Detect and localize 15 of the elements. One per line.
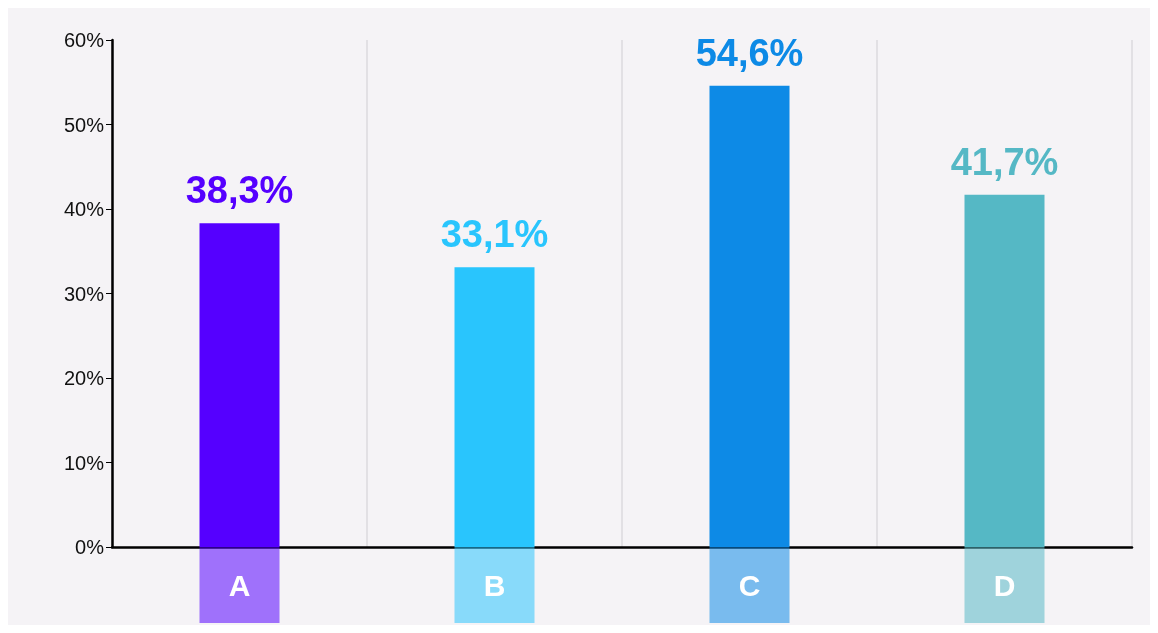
data-label: 38,3% [185,169,294,212]
y-tick-label: 0% [75,536,105,558]
y-tick-label: 10% [63,451,105,474]
y-tick-label: 50% [63,113,105,136]
data-label: 33,1% [440,213,549,256]
x-tick-label: B [483,568,506,602]
y-tick-label: 30% [63,282,105,305]
x-tick-label: D [993,568,1016,602]
data-label: 41,7% [950,140,1059,183]
y-tick-label: 20% [63,367,105,389]
x-tick-label: C [738,568,761,602]
y-tick-label: 40% [63,198,105,220]
data-label: 54,6% [695,31,804,74]
y-tick-label: 60% [63,29,105,51]
x-tick-label: A [228,568,251,602]
